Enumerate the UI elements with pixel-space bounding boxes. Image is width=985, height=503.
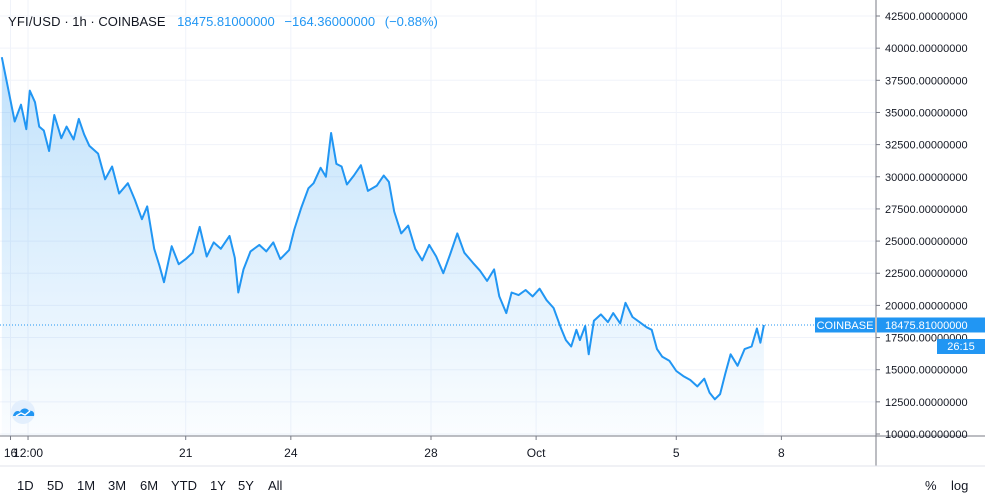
legend-separator: · <box>90 14 95 29</box>
price-axis-label: 27500.00000000 <box>885 204 968 216</box>
range-5d-button[interactable]: 5D <box>47 478 64 493</box>
legend-last-price: 18475.81000000 <box>177 14 275 29</box>
countdown-tag <box>937 338 985 354</box>
last-price-value: 18475.81000000 <box>885 320 968 332</box>
series-line <box>0 57 765 401</box>
tradingview-cloud-icon[interactable] <box>8 400 40 424</box>
price-axis-label: 42500.00000000 <box>885 11 968 23</box>
legend-separator: · <box>64 14 69 29</box>
legend-change: −164.36000000 <box>284 14 376 29</box>
series-area <box>1 57 764 436</box>
price-axis-label: 32500.00000000 <box>885 140 968 152</box>
time-axis-label: 24 <box>284 446 298 460</box>
legend-symbol[interactable]: YFI/USD <box>8 14 61 29</box>
last-price-marker: COINBASE 18475.81000000 26:15 <box>0 317 985 354</box>
price-axis-label: 10000.00000000 <box>885 429 968 441</box>
price-axis-label: 25000.00000000 <box>885 236 968 248</box>
legend-values: 18475.81000000 −164.36000000 (−0.88%) <box>177 14 444 29</box>
price-axis-label: 15000.00000000 <box>885 365 968 377</box>
time-axis-label: 5 <box>673 446 680 460</box>
time-axis-label: 12:00 <box>13 446 43 460</box>
range-toolbar: 1D 5D 1M 3M 6M YTD 1Y 5Y All % log <box>0 466 985 503</box>
bar-countdown: 26:15 <box>947 341 975 353</box>
range-1d-button[interactable]: 1D <box>17 478 34 493</box>
price-line <box>0 57 765 401</box>
price-axis[interactable]: 10000.00000000 12500.00000000 15000.000000… <box>876 11 968 441</box>
range-6m-button[interactable]: 6M <box>140 478 159 493</box>
price-axis-label: 30000.00000000 <box>885 172 968 184</box>
range-1m-button[interactable]: 1M <box>77 478 96 493</box>
log-scale-button[interactable]: log <box>951 478 969 493</box>
legend-interval[interactable]: 1h <box>72 14 87 29</box>
time-axis-label: Oct <box>527 446 546 460</box>
exchange-tag-label: COINBASE <box>817 320 874 332</box>
range-1y-button[interactable]: 1Y <box>210 478 226 493</box>
price-axis-label: 37500.00000000 <box>885 75 968 87</box>
legend-exchange: COINBASE <box>98 14 166 29</box>
time-axis-label: 16 <box>4 446 18 460</box>
last-price-tag <box>877 317 985 333</box>
range-5y-button[interactable]: 5Y <box>238 478 254 493</box>
legend-change-percent: (−0.88%) <box>384 14 438 29</box>
range-3m-button[interactable]: 3M <box>108 478 127 493</box>
series-area-fill <box>1 57 764 436</box>
price-axis-label: 35000.00000000 <box>885 107 968 119</box>
range-all-button[interactable]: All <box>268 478 283 493</box>
price-axis-label: 40000.00000000 <box>885 43 968 55</box>
percent-scale-button[interactable]: % <box>925 478 937 493</box>
time-axis-label: 21 <box>179 446 193 460</box>
price-axis-label: 22500.00000000 <box>885 268 968 280</box>
exchange-tag <box>815 317 875 333</box>
price-axis-label: 20000.00000000 <box>885 300 968 312</box>
series-legend[interactable]: YFI/USD · 1h · COINBASE 18475.81000000 −… <box>8 14 444 29</box>
time-axis-label: 28 <box>424 446 438 460</box>
time-axis-label: 8 <box>778 446 785 460</box>
price-axis-label: 12500.00000000 <box>885 397 968 409</box>
range-ytd-button[interactable]: YTD <box>171 478 197 493</box>
chart-frame <box>0 0 985 467</box>
